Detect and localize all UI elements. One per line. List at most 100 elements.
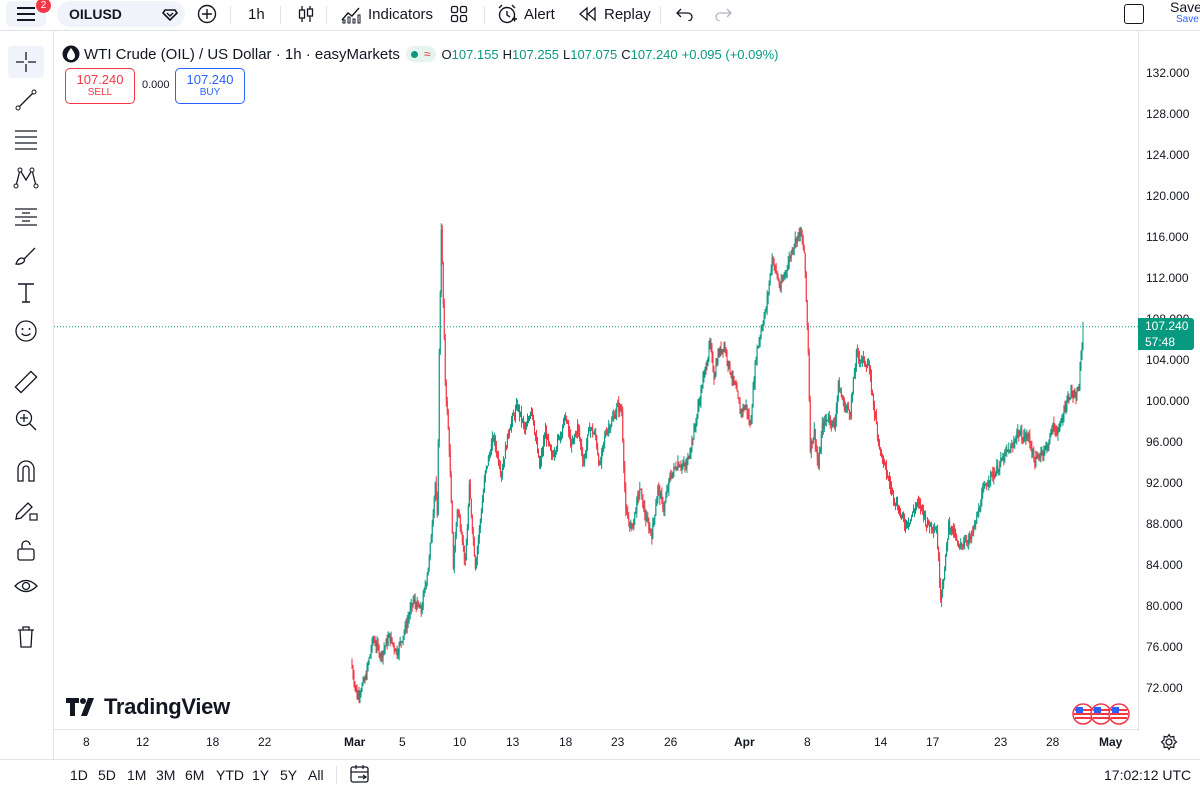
candle-body	[488, 454, 490, 458]
sell-button[interactable]: 107.240 SELL	[65, 68, 135, 104]
fib-tool[interactable]	[8, 123, 44, 155]
zoom-tool[interactable]	[8, 404, 44, 436]
magnet-tool[interactable]	[8, 455, 44, 487]
trend-line-tool[interactable]	[8, 84, 44, 116]
remove-drawings-tool[interactable]	[8, 621, 44, 653]
candle-body	[638, 494, 640, 496]
market-status-badge[interactable]: ≈	[405, 46, 436, 62]
tradingview-wordmark: TradingView	[104, 694, 230, 719]
candle-body	[1048, 442, 1050, 448]
open-value: 107.155	[451, 46, 499, 62]
alert-button[interactable]: Alert	[496, 0, 555, 28]
candle-body	[442, 262, 444, 303]
brush-tool[interactable]	[8, 240, 44, 272]
compare-button[interactable]	[196, 0, 218, 28]
range-button-1d[interactable]: 1D	[70, 767, 88, 783]
date-range-calendar-icon[interactable]	[349, 764, 371, 784]
lock-drawing-tool[interactable]	[8, 495, 44, 527]
pattern-tool[interactable]	[8, 162, 44, 194]
price-tick-label: 92.000	[1146, 476, 1183, 490]
emoji-tool[interactable]	[8, 315, 44, 347]
utc-clock[interactable]: 17:02:12 UTC	[1104, 767, 1192, 783]
lock-all-tool[interactable]	[8, 534, 44, 566]
range-button-3m[interactable]: 3M	[156, 767, 176, 783]
candle-body	[493, 437, 495, 440]
range-button-5y[interactable]: 5Y	[280, 767, 298, 783]
candle-body	[610, 425, 612, 430]
range-button-ytd[interactable]: YTD	[216, 767, 244, 783]
candle-body	[953, 528, 955, 533]
candle-body	[624, 466, 626, 489]
economic-events-icons[interactable]	[1072, 703, 1130, 725]
candle-body	[1082, 325, 1084, 345]
candle-body	[1028, 434, 1030, 437]
range-button-6m[interactable]: 6M	[185, 767, 205, 783]
range-button-all[interactable]: All	[308, 767, 324, 783]
measure-tool[interactable]	[8, 366, 44, 398]
candle-body	[563, 419, 565, 428]
save-button[interactable]: Save	[1170, 0, 1200, 15]
candle-body	[678, 462, 680, 467]
candle-body	[904, 519, 906, 526]
undo-button[interactable]	[676, 0, 694, 28]
candle-body	[581, 443, 583, 453]
candle-body	[813, 429, 815, 438]
range-button-5d[interactable]: 5D	[98, 767, 116, 783]
candle-body	[1076, 390, 1078, 401]
candle-body	[792, 248, 794, 253]
text-tool[interactable]	[8, 276, 44, 308]
candle-body	[841, 395, 843, 400]
undo-icon	[676, 8, 693, 21]
candle-body	[721, 349, 723, 353]
chart-type-button[interactable]	[296, 0, 316, 28]
candle-body	[832, 420, 834, 423]
candle-body	[535, 432, 537, 437]
candle-body	[598, 454, 600, 465]
candle-body	[981, 494, 983, 507]
indicators-button[interactable]: Indicators	[340, 0, 433, 28]
candle-body	[673, 467, 675, 473]
candle-body	[921, 505, 923, 509]
candle-body	[468, 483, 470, 507]
candle-body	[974, 522, 976, 528]
candle-body	[382, 651, 384, 658]
candle-body	[472, 530, 474, 540]
settings-gear-icon[interactable]	[1160, 733, 1178, 751]
replay-button[interactable]: Replay	[578, 0, 651, 28]
hide-drawings-tool[interactable]	[8, 570, 44, 602]
main-menu-button[interactable]: 2	[6, 0, 51, 27]
templates-button[interactable]	[450, 0, 468, 28]
top-toolbar: 2 OILUSD 1h Indicators Alert Replay Save…	[0, 0, 1200, 31]
buy-button[interactable]: 107.240 BUY	[175, 68, 245, 104]
candle-body	[484, 470, 486, 480]
candle-body	[730, 373, 732, 377]
candle-body	[457, 510, 459, 514]
candle-body	[731, 376, 733, 380]
candle-body	[661, 493, 663, 499]
forecasting-tool[interactable]	[8, 201, 44, 233]
candle-body	[847, 406, 849, 410]
time-axis[interactable]	[53, 729, 1138, 760]
candle-body	[975, 522, 977, 524]
candle-body	[672, 472, 674, 478]
candle-body	[379, 655, 381, 657]
candle-body	[809, 400, 811, 452]
crosshair-tool[interactable]	[8, 46, 44, 78]
symbol-search-button[interactable]: OILUSD	[57, 1, 185, 27]
candle-body	[546, 429, 548, 440]
layout-select-icon[interactable]	[1124, 4, 1144, 24]
candle-body	[830, 423, 832, 426]
candle-body	[982, 489, 984, 495]
price-axis[interactable]	[1138, 31, 1200, 731]
candle-body	[905, 525, 907, 527]
candle-body	[864, 363, 866, 366]
candle-body	[463, 545, 465, 560]
redo-button[interactable]	[714, 0, 732, 28]
interval-button[interactable]: 1h	[248, 0, 265, 28]
range-button-1y[interactable]: 1Y	[252, 767, 270, 783]
candlestick-chart[interactable]	[54, 31, 1138, 729]
candle-body	[795, 238, 797, 244]
range-button-1m[interactable]: 1M	[127, 767, 147, 783]
candle-body	[453, 552, 455, 568]
candle-body	[697, 406, 699, 415]
